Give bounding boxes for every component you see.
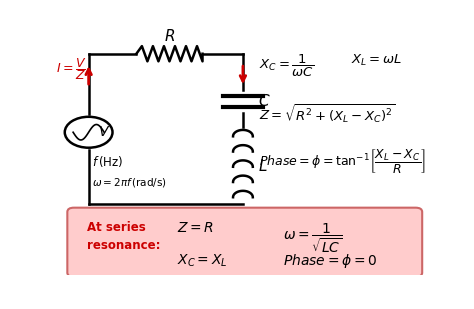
Text: $V$: $V$ — [98, 125, 110, 139]
FancyBboxPatch shape — [67, 208, 422, 277]
Text: $\mathit{Phase} = \phi = 0$: $\mathit{Phase} = \phi = 0$ — [283, 252, 378, 270]
Text: $C$: $C$ — [258, 93, 270, 109]
Text: $\omega = 2\pi f\,\mathrm{(rad/s)}$: $\omega = 2\pi f\,\mathrm{(rad/s)}$ — [92, 176, 167, 189]
Text: $L$: $L$ — [258, 158, 267, 174]
Text: $\mathit{Phase} = \phi = \tan^{-1}\!\left[\dfrac{X_L - X_C}{R}\right]$: $\mathit{Phase} = \phi = \tan^{-1}\!\lef… — [259, 148, 426, 176]
Text: $I = \dfrac{V}{Z}$: $I = \dfrac{V}{Z}$ — [56, 56, 87, 82]
Text: $R$: $R$ — [164, 28, 175, 44]
Text: $X_L = \omega L$: $X_L = \omega L$ — [351, 53, 402, 68]
Text: $\omega = \dfrac{1}{\sqrt{LC}}$: $\omega = \dfrac{1}{\sqrt{LC}}$ — [283, 222, 343, 255]
Text: $X_C = X_L$: $X_C = X_L$ — [177, 252, 228, 269]
Text: At series
resonance:: At series resonance: — [87, 222, 160, 252]
Text: $X_C = \dfrac{1}{\omega C}$: $X_C = \dfrac{1}{\omega C}$ — [259, 53, 315, 79]
Text: $f\,\mathrm{(Hz)}$: $f\,\mathrm{(Hz)}$ — [92, 154, 124, 169]
Text: $Z = R$: $Z = R$ — [177, 222, 214, 235]
Text: $Z = \sqrt{R^2 + (X_L - X_C)^2}$: $Z = \sqrt{R^2 + (X_L - X_C)^2}$ — [259, 103, 396, 125]
